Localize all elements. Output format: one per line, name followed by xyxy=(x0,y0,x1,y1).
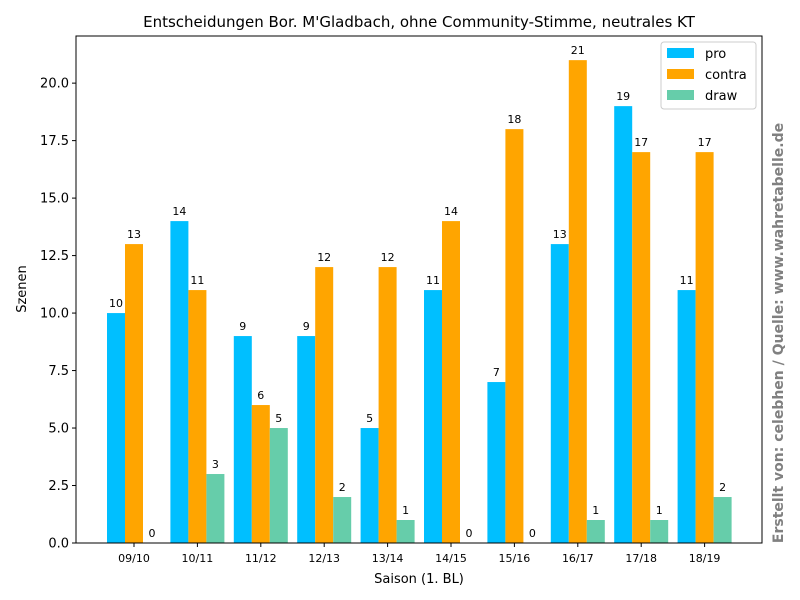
value-label-contra-13-14: 12 xyxy=(381,251,395,264)
y-tick-label: 0.0 xyxy=(48,537,69,552)
bar-contra-11-12 xyxy=(251,405,270,543)
x-tick-label: 14/15 xyxy=(435,552,467,565)
bar-pro-11-12 xyxy=(233,336,252,543)
bar-pro-10-11 xyxy=(170,221,189,543)
y-tick-label: 5.0 xyxy=(48,422,69,437)
value-label-draw-18-19: 2 xyxy=(719,481,726,494)
bar-contra-12-13 xyxy=(315,267,334,543)
bar-contra-10-11 xyxy=(188,290,207,543)
bar-pro-15-16 xyxy=(487,382,506,543)
bar-pro-16-17 xyxy=(550,244,569,543)
y-axis: 0.0 2.5 5.0 7.5 10.0 12.5 15.0 17.5 20.0 xyxy=(40,77,76,552)
y-tick-label: 17.5 xyxy=(40,134,69,149)
bar-pro-12-13 xyxy=(297,336,316,543)
bar-contra-09-10 xyxy=(125,244,143,543)
value-label-contra-14-15: 14 xyxy=(444,205,458,218)
bar-pro-09-10 xyxy=(107,313,125,543)
value-label-pro-11-12: 9 xyxy=(239,320,246,333)
value-label-contra-17-18: 17 xyxy=(634,136,648,149)
plot-frame xyxy=(75,35,763,544)
value-label-contra-11-12: 6 xyxy=(257,389,264,402)
x-axis-label: Saison (1. BL) xyxy=(374,572,464,587)
y-axis-label: Szenen xyxy=(15,265,30,313)
x-tick-label: 10/11 xyxy=(182,552,214,565)
bar-draw-13-14 xyxy=(396,520,415,543)
x-tick-label: 12/13 xyxy=(308,552,340,565)
legend-label-draw: draw xyxy=(705,89,738,104)
value-label-draw-12-13: 2 xyxy=(339,481,346,494)
value-label-contra-12-13: 12 xyxy=(317,251,331,264)
value-labels-group: 1013014113965912251211114071801321119171… xyxy=(109,44,726,540)
legend-label-contra: contra xyxy=(705,68,747,83)
bar-contra-18-19 xyxy=(695,152,714,543)
legend-swatch-contra xyxy=(667,69,694,79)
value-label-pro-16-17: 13 xyxy=(553,228,567,241)
value-label-contra-16-17: 21 xyxy=(571,44,585,57)
value-label-pro-09-10: 10 xyxy=(109,297,123,310)
value-label-pro-14-15: 11 xyxy=(426,274,440,287)
value-label-pro-10-11: 14 xyxy=(172,205,186,218)
x-tick-label: 17/18 xyxy=(625,552,657,565)
x-tick-label: 13/14 xyxy=(372,552,404,565)
bar-draw-16-17 xyxy=(586,520,605,543)
legend-swatch-draw xyxy=(667,90,694,100)
x-tick-label: 18/19 xyxy=(689,552,721,565)
source-credit: Erstellt von: celebhen / Quelle: www.wah… xyxy=(771,123,787,543)
x-tick-label: 09/10 xyxy=(118,552,150,565)
bar-contra-17-18 xyxy=(632,152,651,543)
legend-swatch-pro xyxy=(667,48,694,58)
y-tick-label: 15.0 xyxy=(40,192,69,207)
bar-draw-10-11 xyxy=(206,474,225,543)
x-tick-label: 16/17 xyxy=(562,552,594,565)
legend: pro contra draw xyxy=(660,41,757,110)
bar-draw-11-12 xyxy=(269,428,288,543)
value-label-draw-10-11: 3 xyxy=(212,458,219,471)
value-label-contra-10-11: 11 xyxy=(190,274,204,287)
value-label-pro-12-13: 9 xyxy=(303,320,310,333)
x-axis: 09/10 10/11 11/12 12/13 13/14 14/15 15/16 16/17… xyxy=(118,543,720,565)
value-label-pro-18-19: 11 xyxy=(680,274,694,287)
value-label-contra-18-19: 17 xyxy=(698,136,712,149)
value-label-pro-17-18: 19 xyxy=(616,90,630,103)
value-label-draw-17-18: 1 xyxy=(656,504,663,517)
legend-label-pro: pro xyxy=(705,47,726,62)
bar-draw-17-18 xyxy=(650,520,669,543)
bar-contra-14-15 xyxy=(442,221,460,543)
bar-draw-18-19 xyxy=(713,497,732,543)
value-label-contra-15-16: 18 xyxy=(507,113,521,126)
bar-contra-16-17 xyxy=(568,60,587,544)
value-label-draw-13-14: 1 xyxy=(402,504,409,517)
value-label-draw-14-15: 0 xyxy=(466,527,473,540)
value-label-draw-09-10: 0 xyxy=(149,527,156,540)
value-label-draw-11-12: 5 xyxy=(275,412,282,425)
value-label-draw-15-16: 0 xyxy=(529,527,536,540)
bar-contra-13-14 xyxy=(378,267,397,543)
y-tick-label: 2.5 xyxy=(48,479,69,494)
value-label-pro-13-14: 5 xyxy=(366,412,373,425)
x-tick-label: 11/12 xyxy=(245,552,277,565)
bar-draw-12-13 xyxy=(333,497,352,543)
value-label-contra-09-10: 13 xyxy=(127,228,141,241)
chart-title: Entscheidungen Bor. M'Gladbach, ohne Com… xyxy=(143,13,696,31)
value-label-pro-15-16: 7 xyxy=(493,366,500,379)
bar-pro-17-18 xyxy=(614,106,633,544)
bar-contra-15-16 xyxy=(505,129,524,544)
value-label-draw-16-17: 1 xyxy=(592,504,599,517)
y-tick-label: 12.5 xyxy=(40,249,69,264)
bars-group xyxy=(107,60,732,544)
y-tick-label: 7.5 xyxy=(48,364,69,379)
y-tick-label: 20.0 xyxy=(40,77,69,92)
bar-pro-14-15 xyxy=(424,290,442,543)
bar-pro-18-19 xyxy=(677,290,696,543)
x-tick-label: 15/16 xyxy=(499,552,531,565)
bar-pro-13-14 xyxy=(360,428,379,543)
y-tick-label: 10.0 xyxy=(40,307,69,322)
